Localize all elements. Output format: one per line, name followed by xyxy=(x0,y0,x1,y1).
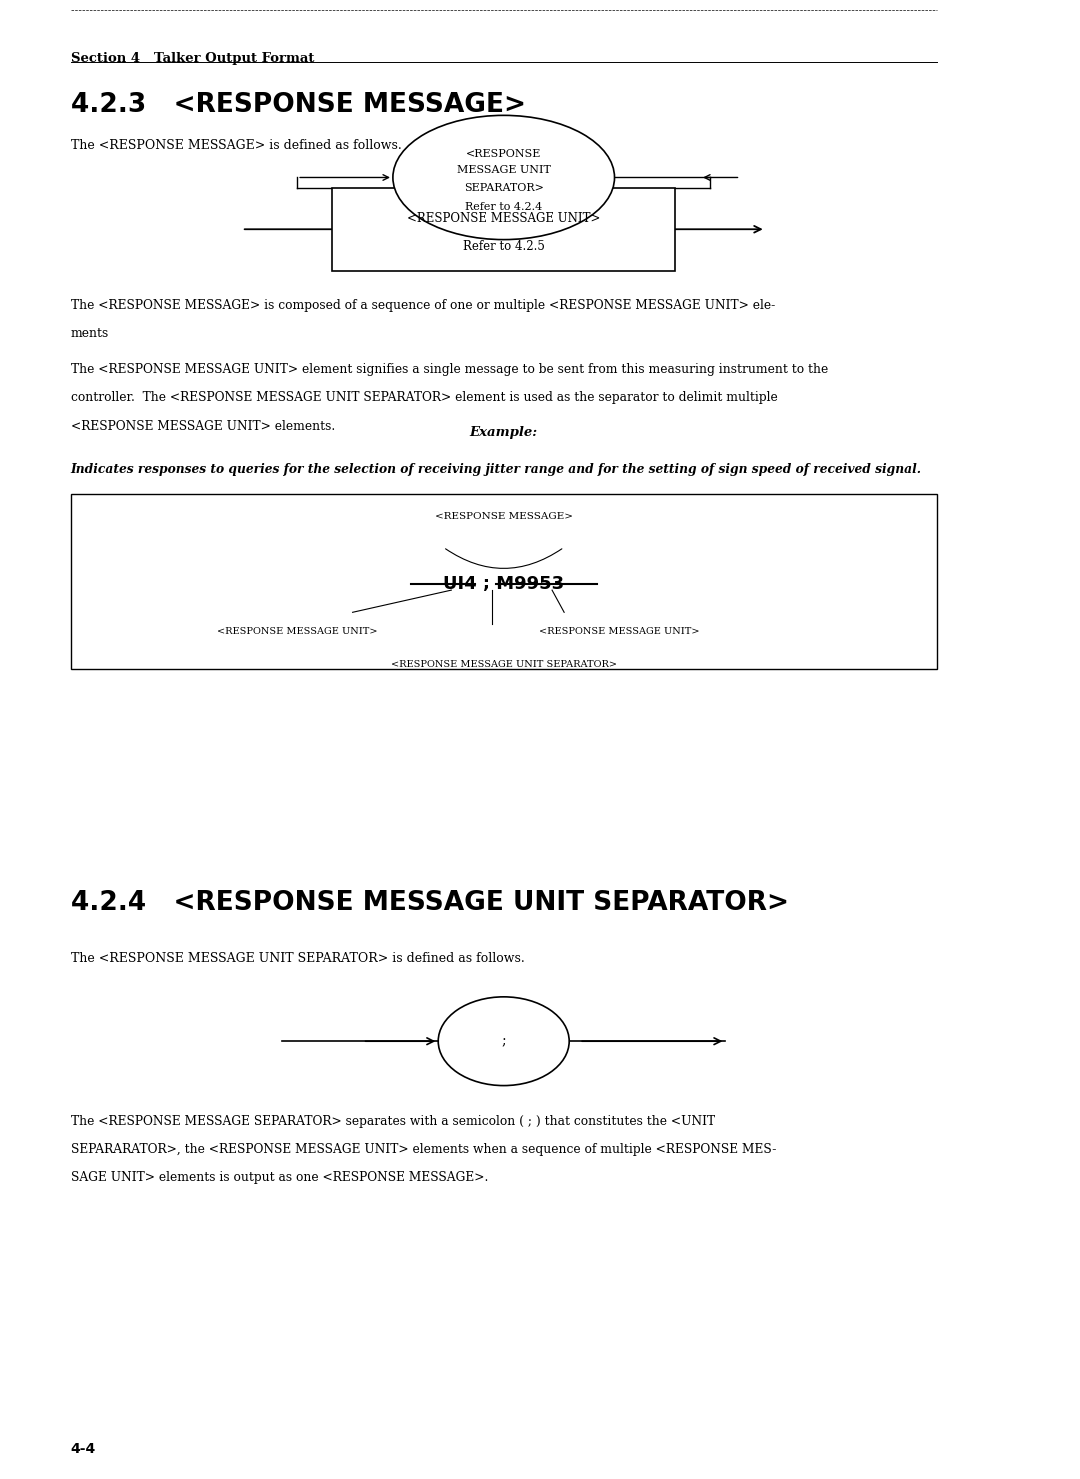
Text: UI4 ; M9953: UI4 ; M9953 xyxy=(443,575,564,593)
Text: <RESPONSE MESSAGE UNIT SEPARATOR>: <RESPONSE MESSAGE UNIT SEPARATOR> xyxy=(391,660,617,669)
Text: <RESPONSE MESSAGE UNIT>: <RESPONSE MESSAGE UNIT> xyxy=(217,627,377,636)
Text: Indicates responses to queries for the selection of receiving jitter range and f: Indicates responses to queries for the s… xyxy=(70,463,921,476)
Text: 4-4: 4-4 xyxy=(70,1442,96,1455)
Text: Section 4   Talker Output Format: Section 4 Talker Output Format xyxy=(70,52,314,65)
Bar xyxy=(70,494,936,669)
Text: <RESPONSE MESSAGE UNIT>: <RESPONSE MESSAGE UNIT> xyxy=(539,627,700,636)
Text: <RESPONSE MESSAGE UNIT> elements.: <RESPONSE MESSAGE UNIT> elements. xyxy=(70,420,335,432)
Text: ;: ; xyxy=(501,1034,507,1049)
Text: <RESPONSE: <RESPONSE xyxy=(465,149,541,158)
Text: The <RESPONSE MESSAGE UNIT SEPARATOR> is defined as follows.: The <RESPONSE MESSAGE UNIT SEPARATOR> is… xyxy=(70,952,524,966)
Text: MESSAGE UNIT: MESSAGE UNIT xyxy=(457,166,551,175)
Text: 4.2.3   <RESPONSE MESSAGE>: 4.2.3 <RESPONSE MESSAGE> xyxy=(70,92,526,118)
Text: controller.  The <RESPONSE MESSAGE UNIT SEPARATOR> element is used as the separa: controller. The <RESPONSE MESSAGE UNIT S… xyxy=(70,392,778,404)
Text: The <RESPONSE MESSAGE> is defined as follows.: The <RESPONSE MESSAGE> is defined as fol… xyxy=(70,139,402,152)
Text: ments: ments xyxy=(70,327,109,340)
Text: <RESPONSE MESSAGE>: <RESPONSE MESSAGE> xyxy=(435,512,572,521)
Text: SEPARARATOR>, the <RESPONSE MESSAGE UNIT> elements when a sequence of multiple <: SEPARARATOR>, the <RESPONSE MESSAGE UNIT… xyxy=(70,1143,775,1157)
Text: Refer to 4.2.5: Refer to 4.2.5 xyxy=(462,241,544,253)
Text: The <RESPONSE MESSAGE SEPARATOR> separates with a semicolon ( ; ) that constitut: The <RESPONSE MESSAGE SEPARATOR> separat… xyxy=(70,1115,715,1128)
Text: Refer to 4.2.4: Refer to 4.2.4 xyxy=(465,203,542,211)
Ellipse shape xyxy=(438,997,569,1086)
Text: 4.2.4   <RESPONSE MESSAGE UNIT SEPARATOR>: 4.2.4 <RESPONSE MESSAGE UNIT SEPARATOR> xyxy=(70,890,788,917)
Bar xyxy=(333,188,675,271)
Text: The <RESPONSE MESSAGE UNIT> element signifies a single message to be sent from t: The <RESPONSE MESSAGE UNIT> element sign… xyxy=(70,364,827,376)
Ellipse shape xyxy=(393,115,615,240)
Text: SAGE UNIT> elements is output as one <RESPONSE MESSAGE>.: SAGE UNIT> elements is output as one <RE… xyxy=(70,1171,488,1185)
Text: <RESPONSE MESSAGE UNIT>: <RESPONSE MESSAGE UNIT> xyxy=(407,213,600,225)
Text: Example:: Example: xyxy=(470,426,538,439)
Text: SEPARATOR>: SEPARATOR> xyxy=(463,183,543,192)
Text: The <RESPONSE MESSAGE> is composed of a sequence of one or multiple <RESPONSE ME: The <RESPONSE MESSAGE> is composed of a … xyxy=(70,299,774,312)
